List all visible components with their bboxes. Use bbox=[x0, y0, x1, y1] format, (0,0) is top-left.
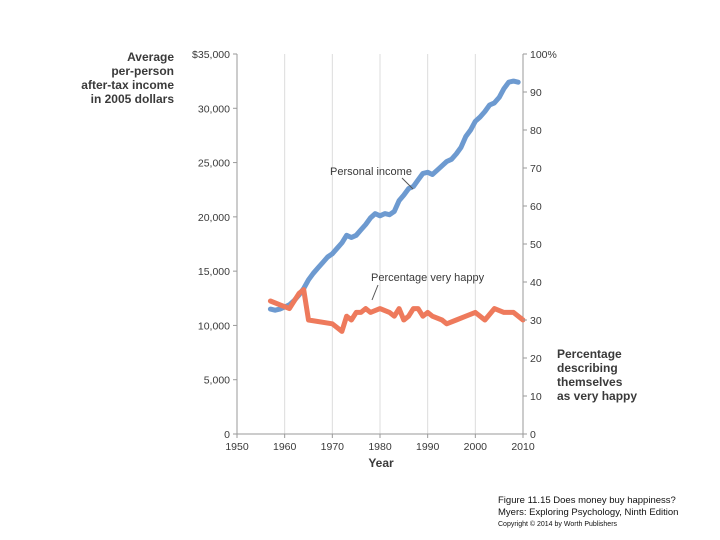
right-axis-title-line-1: Percentage bbox=[557, 347, 622, 361]
right-axis-title-line-4: as very happy bbox=[557, 389, 637, 403]
left-tick-label: 20,000 bbox=[198, 212, 230, 224]
left-axis-title-line-3: after-tax income bbox=[81, 78, 174, 92]
right-tick-label: 10 bbox=[530, 391, 542, 403]
left-tick-label: 10,000 bbox=[198, 320, 230, 332]
annotation-personal-income: Personal income bbox=[330, 166, 412, 178]
right-tick-label: 50 bbox=[530, 239, 542, 251]
right-axis-title-line-3: themselves bbox=[557, 375, 623, 389]
left-tick-label: 25,000 bbox=[198, 158, 230, 170]
x-axis-ticks: 1950 1960 1970 1980 1990 2000 2010 bbox=[225, 434, 535, 453]
series-layer bbox=[267, 78, 526, 334]
right-tick-label: 60 bbox=[530, 201, 542, 213]
left-tick-label: $35,000 bbox=[192, 49, 230, 61]
series-line-percentage-very-happy bbox=[267, 287, 526, 334]
x-tick-label: 2010 bbox=[511, 441, 535, 453]
figure-caption: Figure 11.15 Does money buy happiness? M… bbox=[498, 495, 713, 530]
left-axis-ticks: 0 5,000 10,000 15,000 20,000 25,000 30,000 $35,… bbox=[192, 49, 237, 441]
right-tick-label: 100% bbox=[530, 49, 557, 61]
annotation-very-happy: Percentage very happy bbox=[371, 272, 485, 284]
series-line-personal-income bbox=[267, 78, 521, 313]
grid-lines bbox=[236, 54, 524, 434]
left-tick-label: 5,000 bbox=[204, 375, 230, 387]
caption-title: Figure 11.15 Does money buy happiness? bbox=[498, 495, 676, 506]
annotation-personal-income-leader bbox=[401, 177, 414, 190]
x-axis-title: Year bbox=[368, 456, 394, 470]
annotation-very-happy-leader bbox=[371, 284, 379, 301]
right-tick-label: 70 bbox=[530, 163, 542, 175]
x-tick-label: 1970 bbox=[321, 441, 345, 453]
right-tick-label: 30 bbox=[530, 315, 542, 327]
x-tick-label: 1990 bbox=[416, 441, 440, 453]
left-tick-label: 30,000 bbox=[198, 103, 230, 115]
right-tick-label: 90 bbox=[530, 87, 542, 99]
x-tick-label: 1960 bbox=[273, 441, 297, 453]
caption-source: Myers: Exploring Psychology, Ninth Editi… bbox=[498, 507, 679, 518]
left-tick-label: 0 bbox=[224, 429, 230, 441]
x-tick-label: 2000 bbox=[464, 441, 488, 453]
left-tick-label: 15,000 bbox=[198, 266, 230, 278]
right-axis-ticks: 0 10 20 30 40 50 60 70 80 90 100% bbox=[523, 49, 557, 441]
x-tick-label: 1980 bbox=[368, 441, 392, 453]
left-axis-title-line-4: in 2005 dollars bbox=[91, 92, 175, 106]
left-axis-title-line-1: Average bbox=[127, 50, 174, 64]
right-tick-label: 40 bbox=[530, 277, 542, 289]
x-tick-label: 1950 bbox=[225, 441, 249, 453]
caption-copyright: Copyright © 2014 by Worth Publishers bbox=[498, 521, 618, 528]
right-axis-title-line-2: describing bbox=[557, 361, 618, 375]
right-tick-label: 80 bbox=[530, 125, 542, 137]
right-tick-label: 20 bbox=[530, 353, 542, 365]
left-axis-title-line-2: per-person bbox=[111, 64, 174, 78]
right-tick-label: 0 bbox=[530, 429, 536, 441]
